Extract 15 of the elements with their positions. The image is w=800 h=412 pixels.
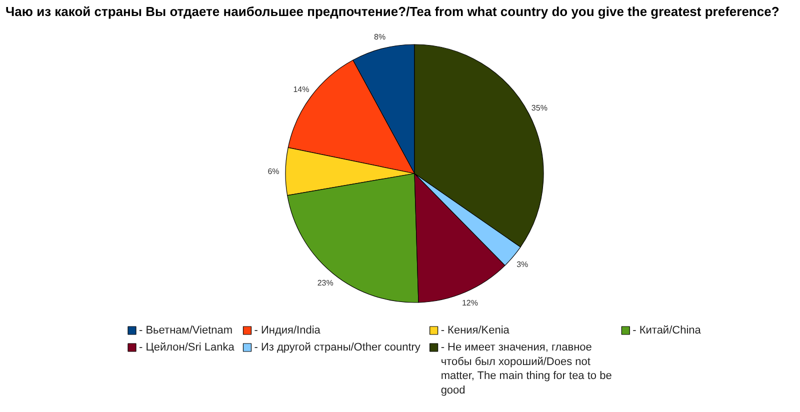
data-label: 23%	[317, 278, 334, 288]
legend-label: - Кения/Kenia	[440, 324, 510, 336]
legend-label: - Не имеет значения, главное чтобы был хороший/Does not matter, The main thing for tea to be good	[440, 342, 612, 396]
legend-label: - Китай/China	[632, 324, 702, 336]
data-label: 14%	[293, 85, 310, 94]
data-label: 3%	[516, 260, 528, 269]
legend-label: - Цейлон/Sri Lanka	[138, 342, 236, 354]
data-label: 8%	[374, 32, 386, 42]
data-label: 12%	[462, 298, 478, 308]
legend-label: - Из другой страны/Other country	[254, 342, 421, 354]
chart-title: Чаю из какой страны Вы отдаете наибольшее предпочтение?/Tea from what country do you give the greatest preference?	[6, 4, 780, 19]
legend-label: - Индия/India	[254, 324, 322, 336]
data-label: 35%	[531, 104, 548, 113]
data-label: 6%	[268, 166, 280, 176]
legend-label: - Вьетнам/Vietnam	[138, 324, 233, 336]
